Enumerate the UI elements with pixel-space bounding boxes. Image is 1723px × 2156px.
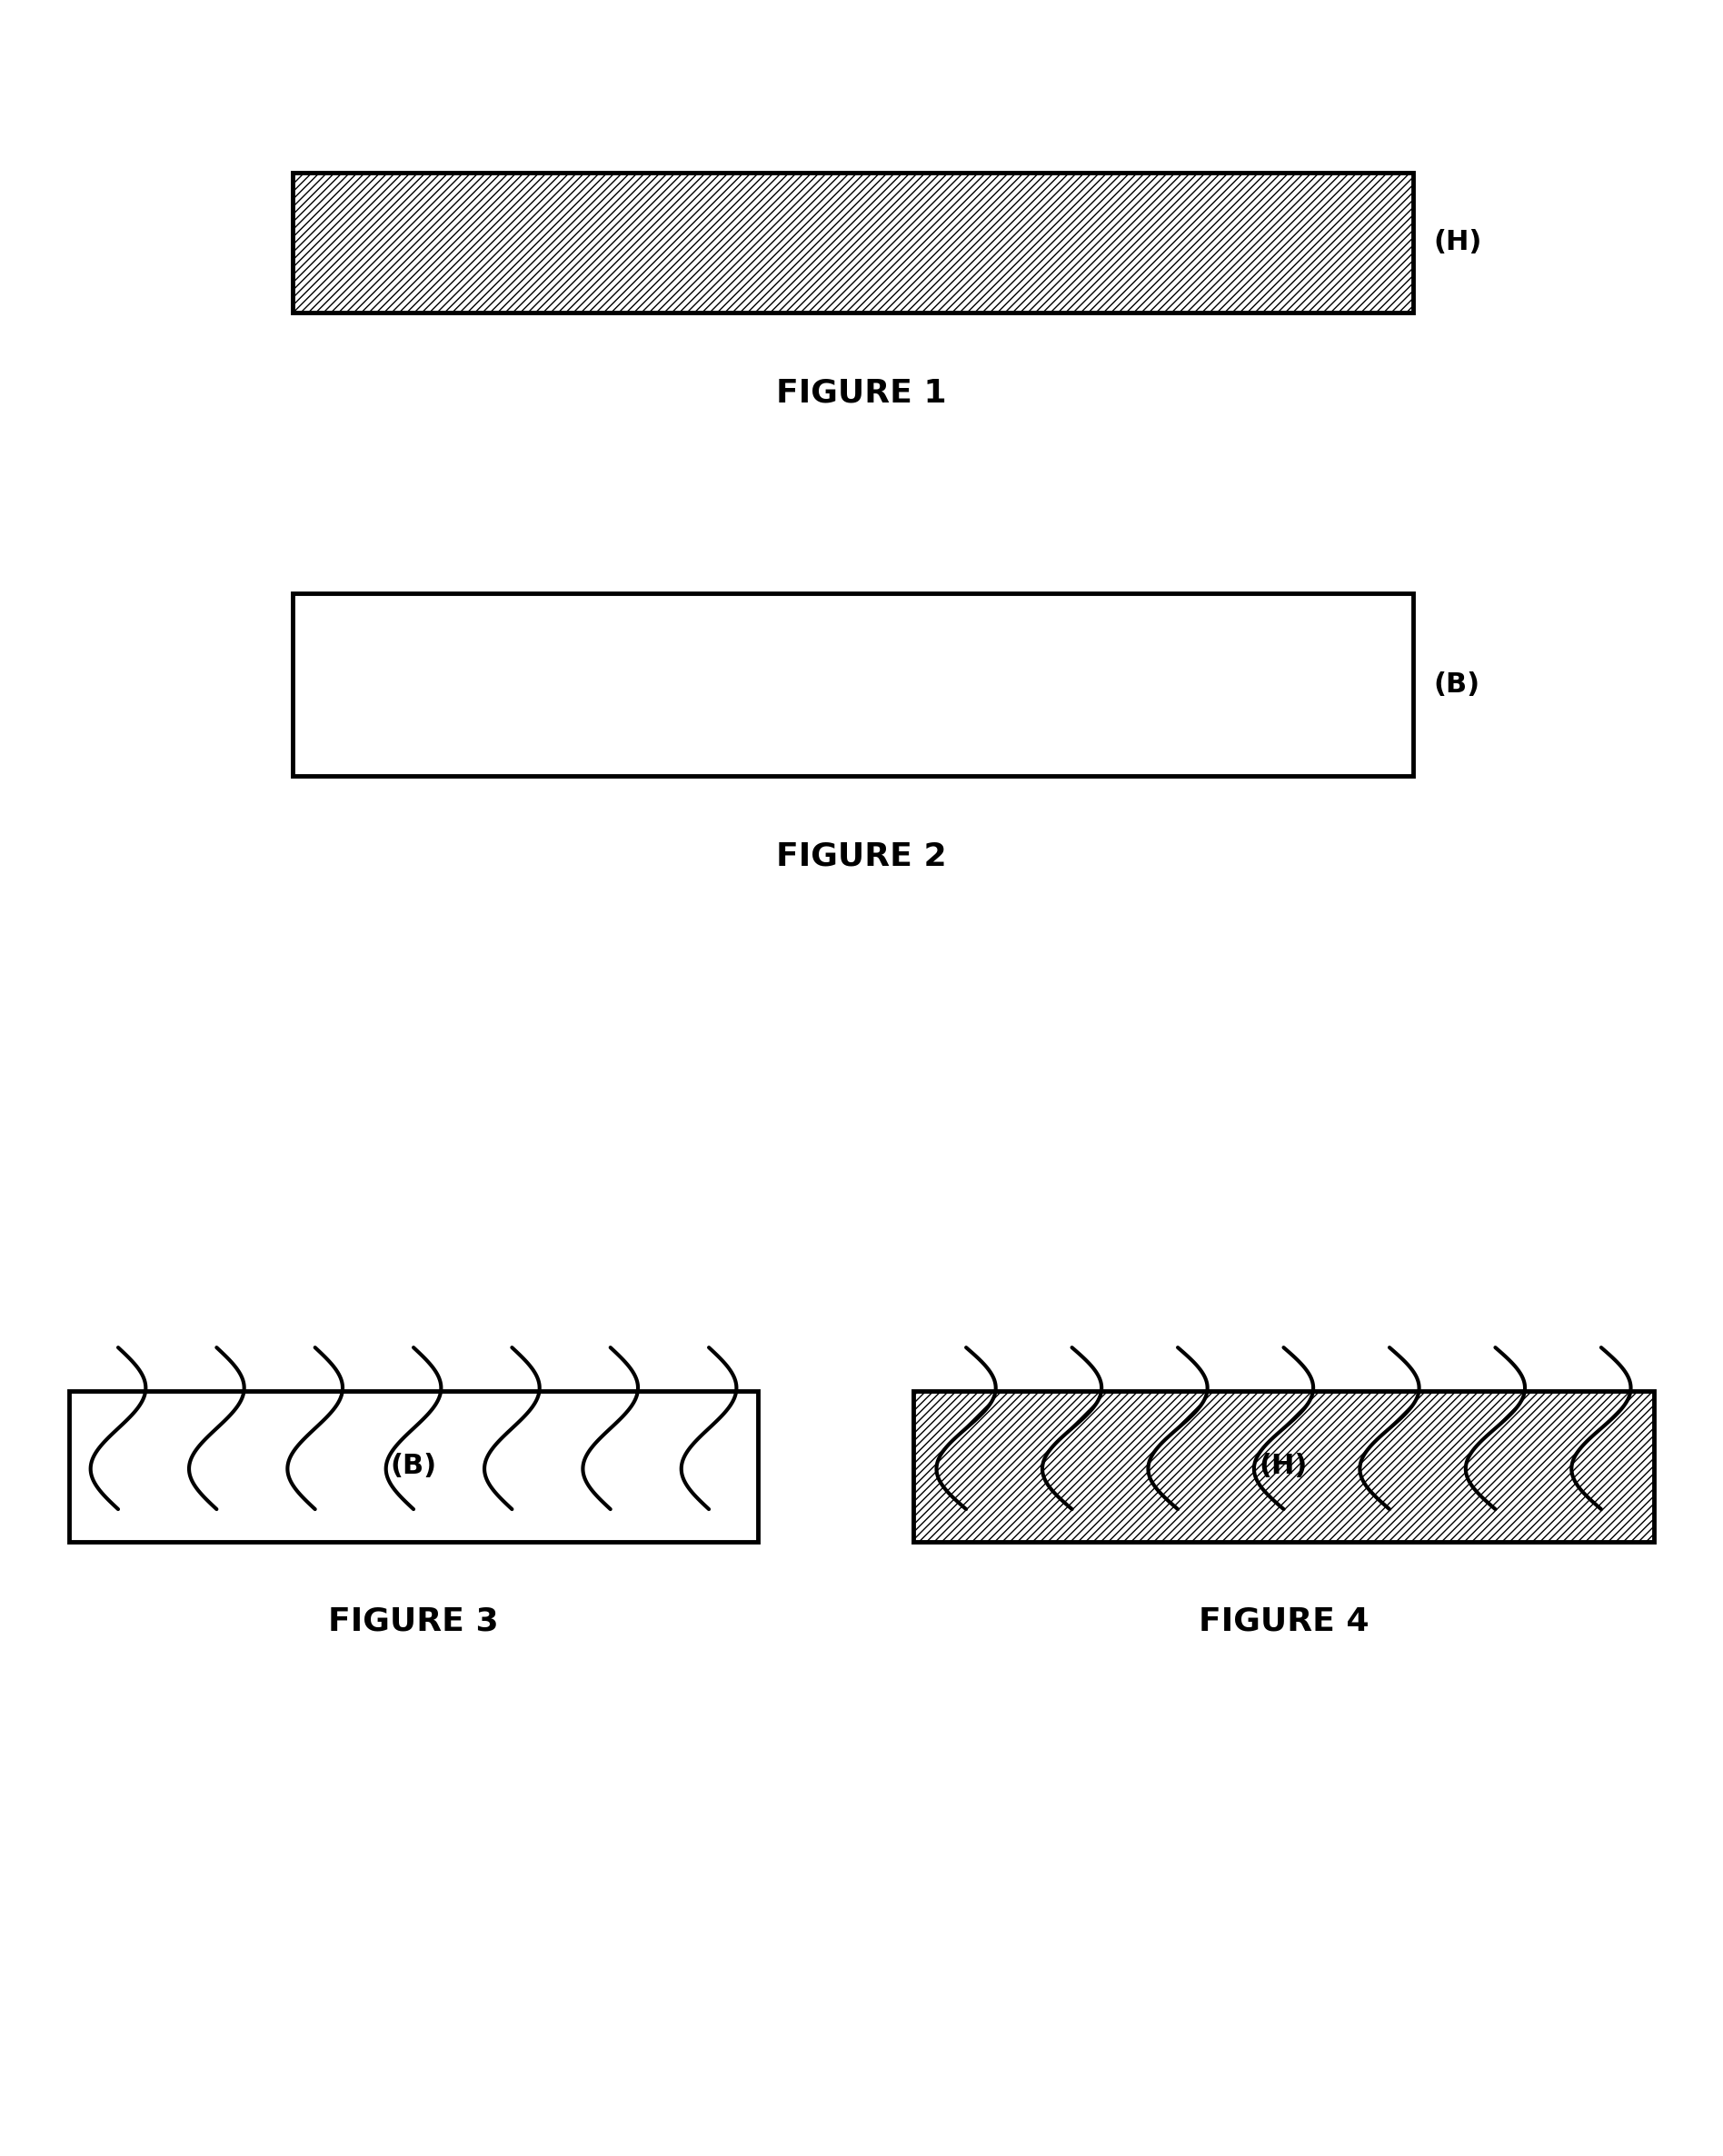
Bar [293,172,1413,313]
Text: (H): (H) [1434,229,1482,257]
Text: (B): (B) [1434,671,1480,699]
Bar [69,1391,758,1542]
Text: FIGURE 1: FIGURE 1 [777,377,946,407]
Bar [913,1391,1654,1542]
Text: FIGURE 2: FIGURE 2 [777,841,946,871]
Text: (H): (H) [1260,1453,1308,1479]
Text: FIGURE 4: FIGURE 4 [1199,1606,1368,1636]
Text: (B): (B) [391,1453,436,1479]
Text: FIGURE 3: FIGURE 3 [329,1606,498,1636]
Bar [293,593,1413,776]
